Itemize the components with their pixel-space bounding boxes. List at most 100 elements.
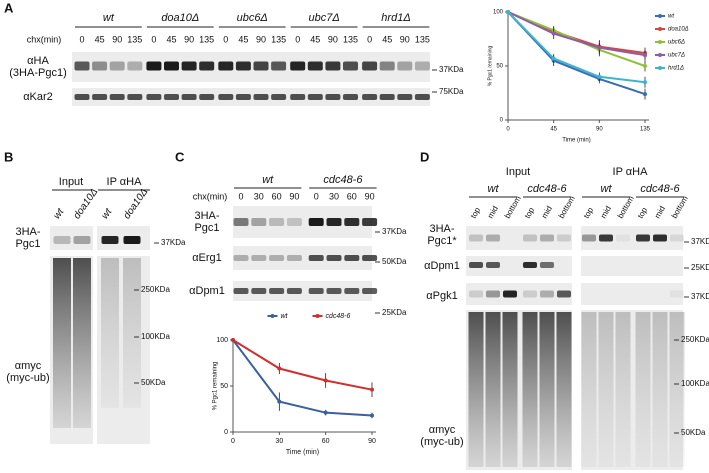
row-label: (myc-ub) (6, 372, 49, 384)
row-label: αErg1 (192, 252, 222, 264)
band (636, 234, 650, 242)
blot (466, 226, 572, 250)
panel-letter: D (420, 149, 429, 164)
series-line (507, 11, 646, 96)
lane-label: 135 (199, 34, 214, 44)
smear (652, 312, 668, 467)
smear (101, 258, 119, 408)
band (218, 94, 234, 100)
band (307, 94, 323, 100)
band (582, 234, 596, 242)
x-tick-label: 60 (322, 438, 330, 445)
band (308, 288, 324, 294)
band (540, 262, 554, 268)
legend-dot (315, 314, 320, 318)
lane-label: 0 (295, 34, 300, 44)
legend-dot (658, 14, 662, 18)
size-marker: 250KDa (681, 335, 709, 344)
smear (485, 312, 501, 467)
lane-label: bottom (503, 194, 523, 220)
lane-label: 45 (310, 34, 320, 44)
band (233, 288, 249, 294)
point (551, 31, 556, 36)
lane-label: wt (52, 206, 67, 222)
lane-label: doa10Δ (72, 186, 101, 221)
size-marker: 37KDa (691, 237, 709, 246)
strain-label: ubc6Δ (237, 12, 268, 24)
band (557, 290, 571, 298)
smear (615, 312, 631, 467)
band (344, 288, 360, 294)
point (643, 92, 647, 97)
lane-label: 90 (328, 34, 338, 44)
band (269, 218, 285, 226)
smear (123, 258, 141, 408)
blot (466, 283, 572, 305)
y-axis-label: % Pgc1 remaining (213, 362, 219, 411)
lane-label: doa10Δ (122, 186, 151, 221)
lane-label: top (636, 205, 650, 220)
size-marker: 50KDa (141, 378, 166, 387)
group-label: IP αHA (613, 166, 649, 178)
legend-label: ubc7Δ (668, 53, 685, 59)
series-line (507, 11, 646, 57)
band (253, 94, 269, 100)
row-label: αmyc (15, 360, 42, 372)
band (164, 94, 179, 100)
legend-label: wt (281, 313, 289, 320)
x-axis-label: Time (min) (286, 449, 319, 456)
legend-dot (658, 27, 662, 31)
y-tick-label: 100 (216, 337, 228, 344)
band (362, 288, 378, 294)
strain-label: doa10Δ (161, 12, 199, 24)
lane-label: 135 (127, 34, 142, 44)
band (101, 236, 119, 244)
size-marker: 50KDa (681, 428, 706, 437)
x-tick-label: 90 (596, 127, 603, 133)
band (251, 255, 267, 261)
smear (669, 312, 685, 467)
lane-label: 0 (79, 34, 84, 44)
point (277, 366, 282, 371)
size-marker: 100KDa (141, 332, 170, 341)
band (540, 290, 554, 298)
point (643, 53, 647, 58)
panel-letter: B (4, 149, 13, 164)
band (523, 234, 537, 242)
band (199, 61, 215, 71)
lane-label: 135 (415, 34, 430, 44)
y-tick-label: 0 (500, 118, 504, 124)
lane-label: mid (599, 204, 613, 220)
smear (635, 312, 651, 467)
smear (522, 312, 538, 467)
x-axis-label: Time (min) (562, 138, 590, 144)
smear (502, 312, 518, 467)
band (503, 290, 517, 298)
band (74, 61, 90, 71)
series-line (507, 11, 646, 84)
size-marker: 25KDa (382, 308, 407, 317)
row-label: Pgc1 (194, 222, 219, 234)
band (670, 234, 684, 242)
point (323, 378, 328, 383)
band (251, 288, 267, 294)
row-label: αKar2 (23, 91, 53, 103)
point (231, 338, 235, 342)
band (127, 61, 143, 71)
blot (581, 226, 683, 250)
band (286, 218, 302, 226)
band (325, 94, 341, 100)
y-tick-label: 50 (220, 383, 228, 390)
legend-dot (658, 40, 662, 44)
blot (72, 88, 430, 106)
lane-header: chx(min) (27, 34, 62, 44)
strain-label: wt (601, 183, 613, 195)
legend-label: doa10Δ (668, 27, 689, 33)
lane-label: 30 (254, 191, 264, 201)
band (269, 255, 285, 261)
band (92, 94, 108, 100)
band (414, 94, 430, 100)
y-tick-label: 50 (496, 64, 503, 70)
band (73, 236, 91, 244)
strain-label: cdc48-6 (323, 174, 363, 186)
